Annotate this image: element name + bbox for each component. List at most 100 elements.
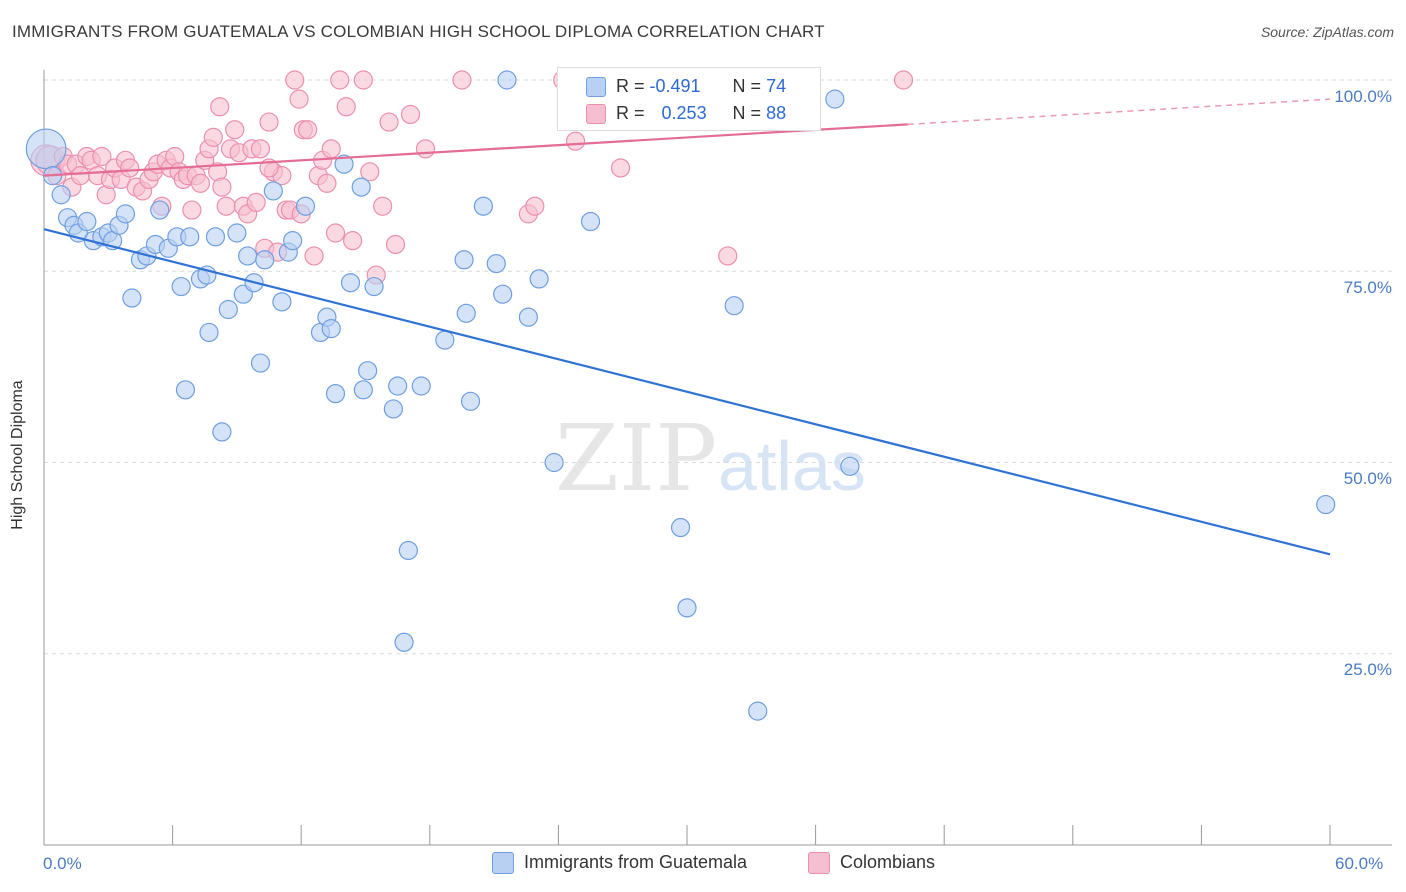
colombians-point: [120, 158, 140, 178]
chart-title: IMMIGRANTS FROM GUATEMALA VS COLOMBIAN H…: [12, 22, 825, 41]
guatemala-point: [388, 376, 408, 396]
guatemala-point: [77, 211, 97, 232]
colombians-point: [70, 166, 91, 186]
bottom-legend-swatch-blue: [492, 852, 514, 875]
guatemala-point: [171, 276, 191, 297]
x-tick-label: 0.0%: [43, 854, 82, 873]
bottom-legend-label: Immigrants from Guatemala: [524, 852, 748, 872]
guatemala-point: [263, 181, 283, 201]
colombians-point: [718, 246, 738, 266]
guatemala-point: [677, 598, 697, 618]
colombians-point: [565, 131, 586, 151]
colombians-point: [212, 177, 232, 197]
guatemala-point: [353, 380, 373, 400]
watermark-zip: ZIP: [555, 405, 717, 512]
legend-n-value: 88: [766, 103, 787, 123]
colombians-point: [210, 97, 230, 117]
guatemala-point: [580, 211, 601, 232]
legend-n-label: N =: [732, 103, 762, 123]
guatemala-point: [454, 250, 474, 270]
guatemala-point: [238, 246, 258, 266]
y-tick-label: 50.0%: [1343, 469, 1392, 488]
guatemala-point: [358, 361, 378, 381]
guatemala-point: [1316, 494, 1336, 515]
colombians-point: [285, 70, 305, 90]
colombians-point: [525, 196, 545, 216]
guatemala-point: [825, 89, 845, 109]
bottom-legend-swatch-pink: [808, 852, 830, 875]
legend-row-guatemala: R = -0.491 N = 74: [616, 76, 786, 97]
colombians-point: [225, 120, 245, 140]
y-axis-label: High School Diploma: [9, 380, 26, 530]
guatemala-point: [218, 299, 238, 320]
legend-swatch-pink: [586, 104, 606, 124]
colombians-point: [190, 173, 211, 193]
guatemala-point: [460, 391, 481, 411]
colombians-point: [325, 223, 346, 243]
legend-r-label: R =: [616, 76, 645, 96]
guatemala-point: [334, 154, 354, 174]
colombians-point: [246, 192, 266, 212]
colombians-point: [360, 162, 380, 182]
guatemala-point: [227, 223, 247, 243]
colombians-point: [353, 70, 373, 90]
guatemala-point: [670, 517, 691, 538]
colombians-point: [216, 196, 236, 216]
legend-n-label: N =: [732, 76, 762, 96]
colombians-trend-extension: [907, 98, 1331, 126]
guatemala-point: [205, 227, 226, 247]
colombians-point: [330, 70, 350, 90]
guatemala-point: [398, 540, 418, 561]
colombians-point: [400, 104, 421, 125]
guatemala-point: [115, 204, 136, 224]
colombians-point: [379, 112, 399, 132]
guatemala-point: [840, 456, 860, 476]
legend-row-colombians: R = 0.253 N = 88: [616, 103, 786, 124]
source-label: Source: ZipAtlas.com: [1260, 24, 1394, 40]
colombians-point: [317, 173, 337, 193]
guatemala-point: [175, 380, 196, 400]
colombians-point: [321, 139, 341, 159]
colombians-point: [343, 231, 363, 251]
guatemala-point: [394, 632, 414, 652]
guatemala-point: [325, 384, 346, 404]
colombians-point: [304, 246, 324, 266]
guatemala-point: [456, 303, 476, 323]
guatemala-point: [364, 276, 384, 297]
x-tick-label: 60.0%: [1335, 854, 1384, 873]
guatemala-point: [486, 254, 506, 274]
colombians-trend-line: [43, 123, 908, 177]
colombians-point: [259, 112, 279, 132]
correlation-legend: R = -0.491 N = 74 R = 0.253 N = 88: [557, 67, 821, 131]
colombians-point: [298, 120, 318, 140]
guatemala-point: [340, 273, 361, 293]
colombians-point: [452, 70, 472, 90]
guatemala-point: [724, 296, 744, 316]
guatemala-point: [295, 196, 316, 216]
guatemala-point: [199, 322, 219, 343]
bottom-legend-colombians: Colombians: [808, 852, 936, 875]
colombians-point: [289, 89, 309, 109]
guatemala-point: [435, 330, 455, 350]
guatemala-point: [544, 452, 564, 473]
bottom-legend-label: Colombians: [840, 852, 936, 872]
colombians-point: [893, 70, 914, 90]
guatemala-point: [212, 422, 232, 442]
guatemala-point: [351, 177, 371, 197]
guatemala-point: [321, 319, 341, 339]
colombians-point: [336, 97, 356, 117]
guatemala-point: [383, 399, 403, 419]
guatemala-point: [518, 307, 538, 327]
guatemala-point: [250, 353, 271, 373]
guatemala-point: [283, 231, 303, 251]
legend-r-label: R =: [616, 103, 645, 123]
colombians-point: [92, 146, 112, 167]
colombians-point: [385, 234, 406, 255]
guatemala-trend-line: [43, 228, 1331, 556]
colombians-point: [203, 127, 223, 147]
legend-r-value: 0.253: [661, 103, 707, 123]
y-tick-label: 75.0%: [1343, 278, 1392, 297]
legend-r-value: -0.491: [649, 76, 701, 96]
guatemala-point: [493, 284, 513, 304]
